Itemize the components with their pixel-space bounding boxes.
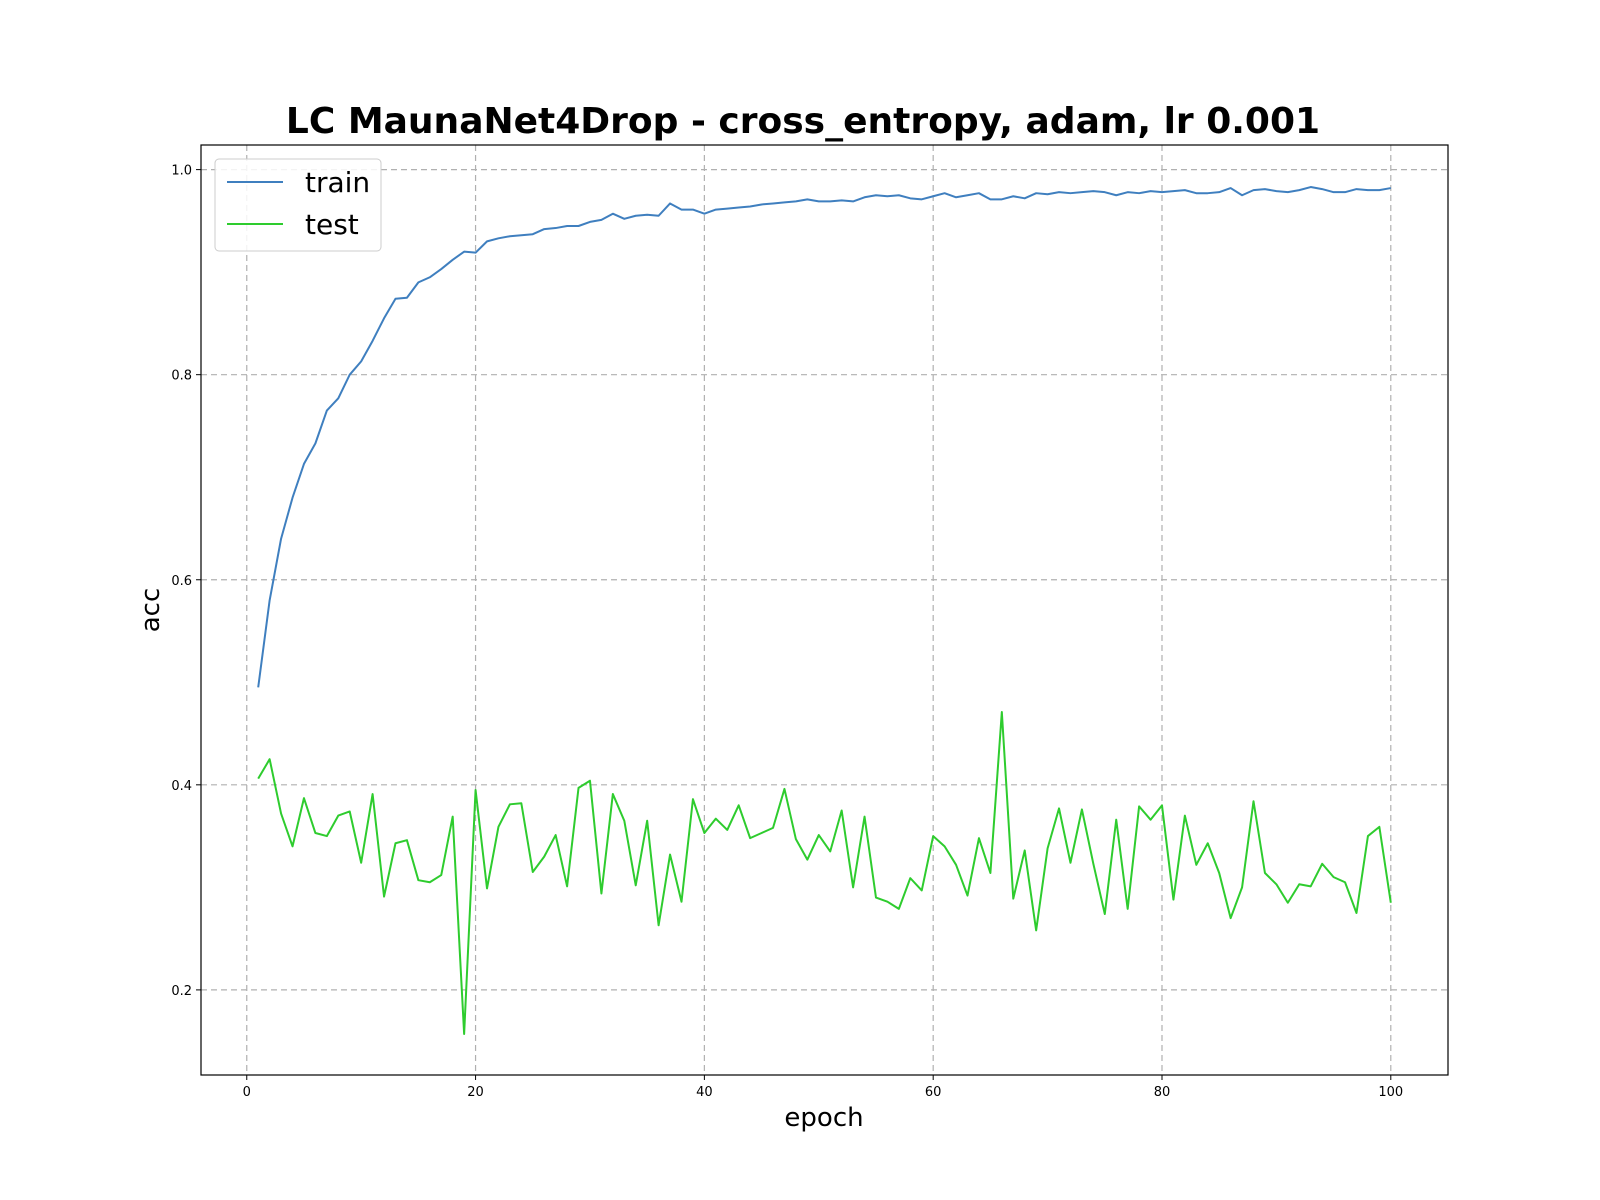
- legend-label-train: train: [305, 166, 370, 199]
- y-tick-label: 0.6: [171, 574, 192, 589]
- x-tick-label: 60: [925, 1085, 942, 1100]
- legend: train test: [214, 158, 382, 252]
- y-axis-label: acc: [136, 588, 166, 633]
- ticks: 0 20 40 60 80 100 0.2 0.4 0.6 0.8 1.0: [171, 164, 1403, 1100]
- series-layer: [257, 186, 1392, 1035]
- x-tick-label: 20: [467, 1085, 484, 1100]
- y-tick-label: 1.0: [171, 164, 192, 179]
- x-tick-label: 0: [243, 1085, 251, 1100]
- series-line-train: [257, 186, 1391, 688]
- x-tick-label: 40: [696, 1085, 713, 1100]
- plot-area: [200, 144, 1449, 1076]
- x-tick-label: 100: [1378, 1085, 1403, 1100]
- y-tick-label: 0.8: [171, 369, 192, 384]
- chart-title: LC MaunaNet4Drop - cross_entropy, adam, …: [286, 101, 1320, 142]
- legend-label-test: test: [305, 208, 359, 241]
- y-tick-label: 0.4: [171, 779, 192, 794]
- series-line-test: [257, 711, 1392, 1035]
- grid: [201, 145, 1448, 1075]
- x-axis-label: epoch: [784, 1103, 863, 1133]
- x-tick-label: 80: [1154, 1085, 1171, 1100]
- y-tick-label: 0.2: [171, 984, 192, 999]
